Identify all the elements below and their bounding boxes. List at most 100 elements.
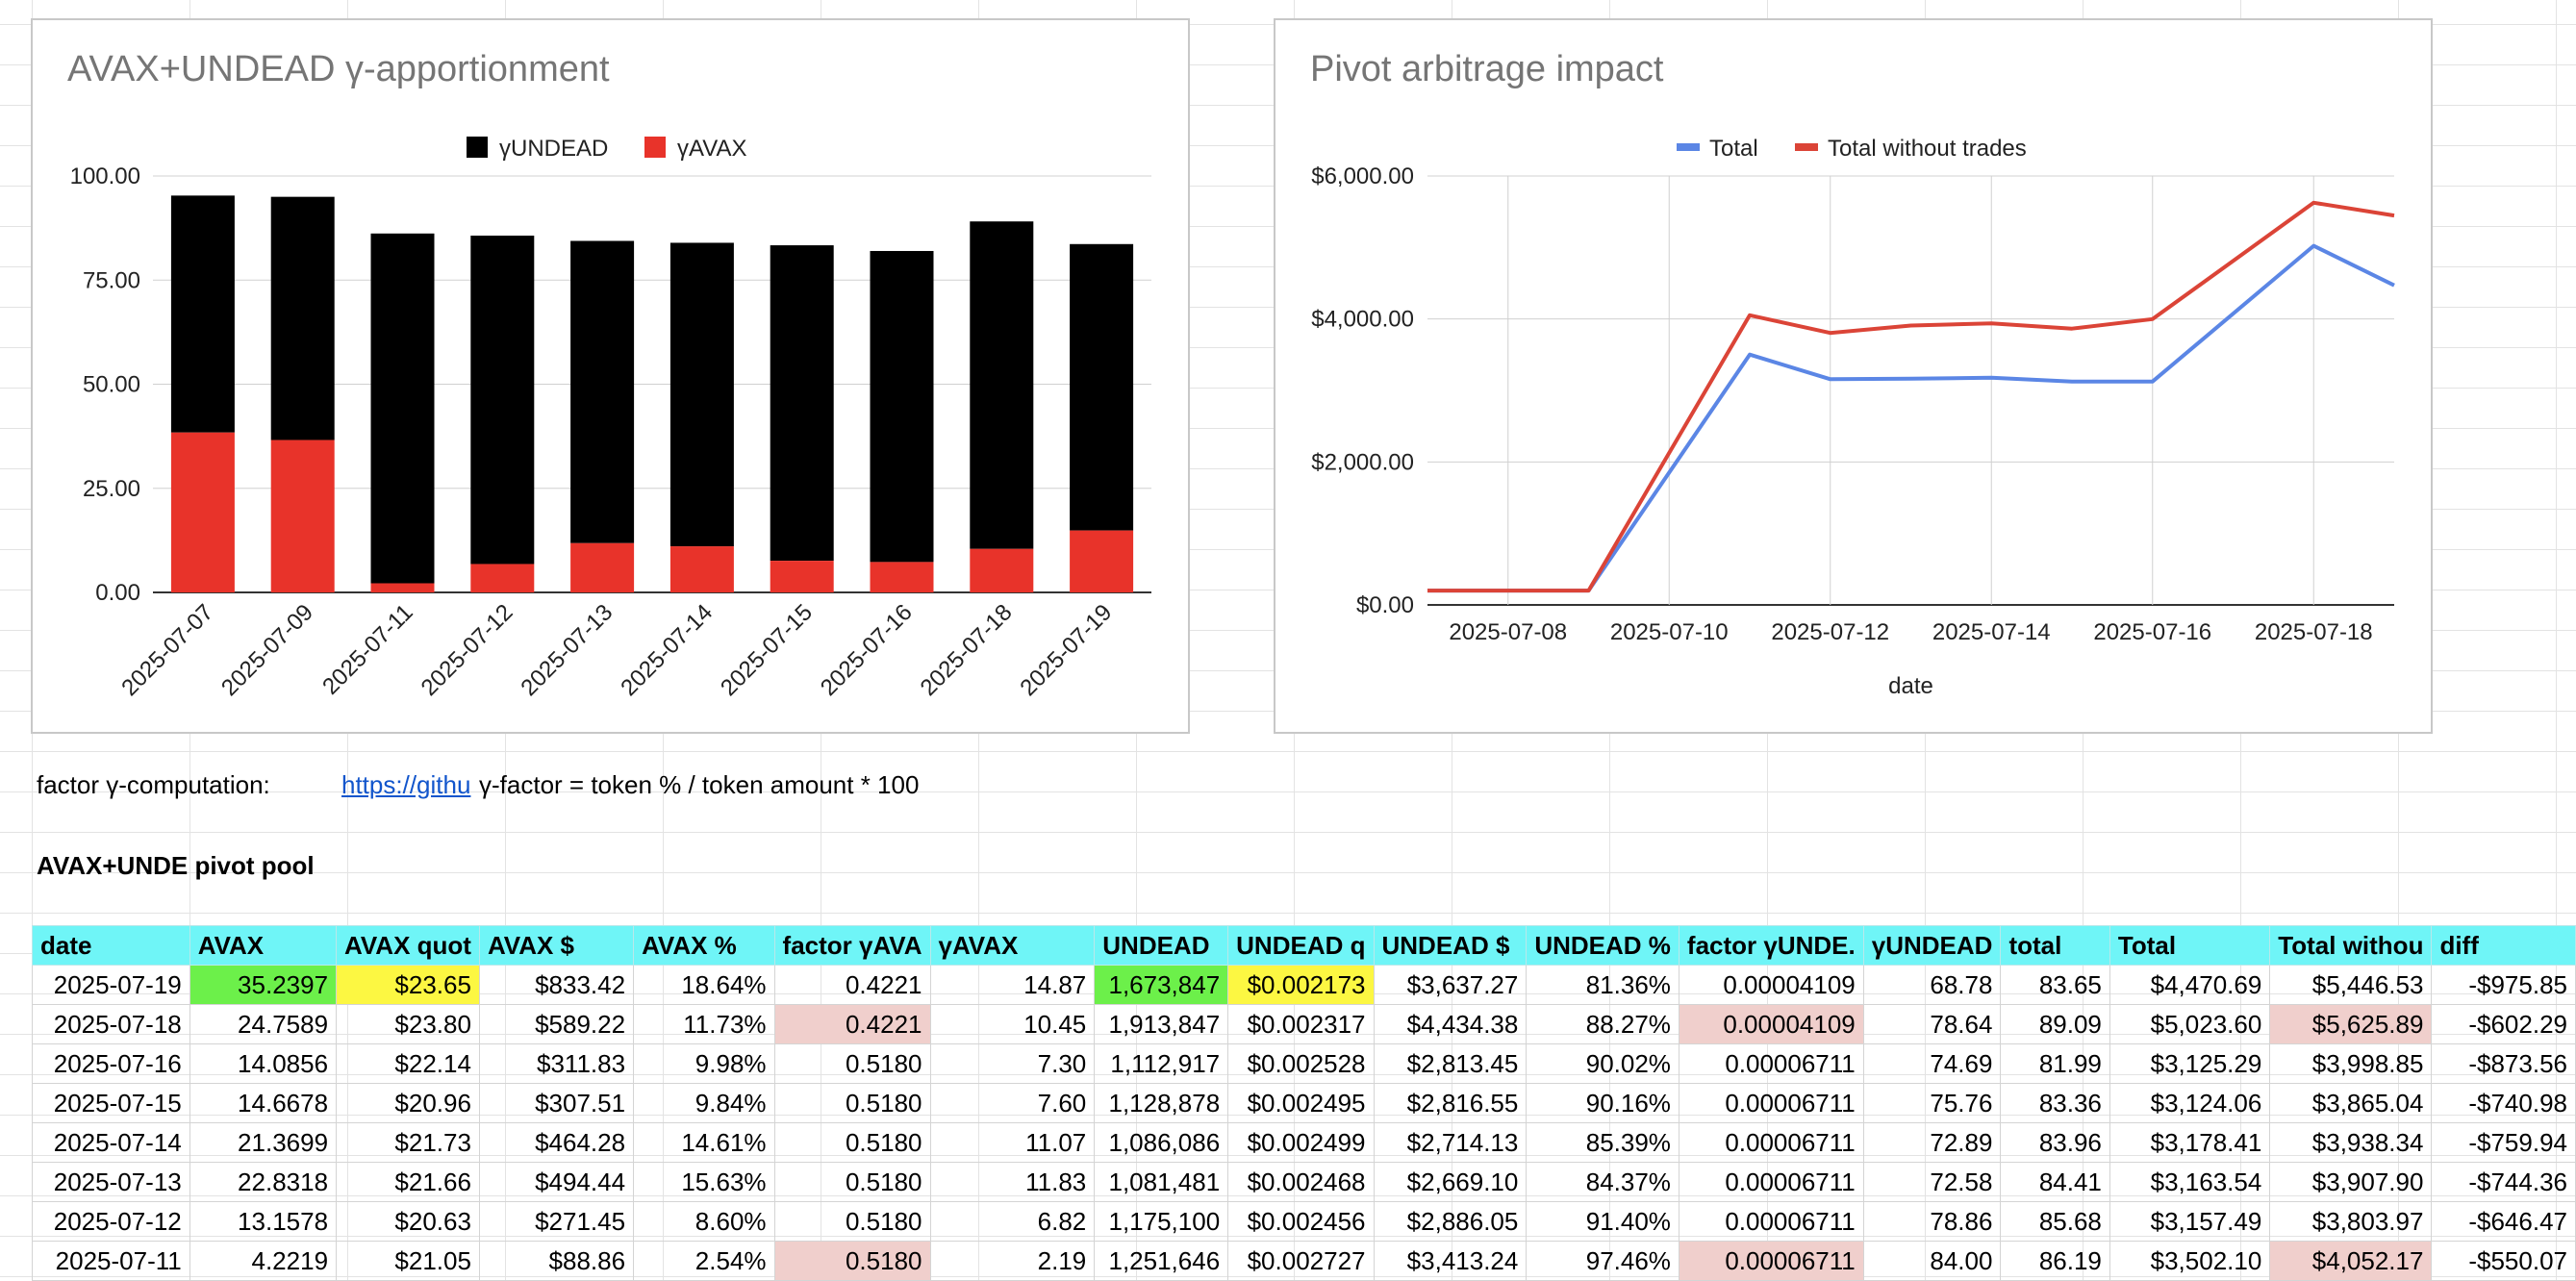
gamma-apportionment-chart[interactable]: AVAX+UNDEAD γ-apportionment γUNDEAD γAVAX… — [31, 18, 1190, 734]
table-cell[interactable]: 2025-07-15 — [32, 1083, 190, 1123]
table-cell[interactable]: 1,081,481 — [1094, 1162, 1229, 1202]
table-cell[interactable]: 1,913,847 — [1094, 1004, 1229, 1044]
table-cell[interactable]: 0.5180 — [773, 1201, 931, 1242]
table-cell[interactable]: 1,128,878 — [1094, 1083, 1229, 1123]
table-cell[interactable]: 22.8318 — [189, 1162, 338, 1202]
table-cell[interactable]: $311.83 — [478, 1043, 635, 1084]
table-cell[interactable]: 14.6678 — [189, 1083, 338, 1123]
table-cell[interactable]: $22.14 — [336, 1043, 480, 1084]
table-cell[interactable]: $20.96 — [336, 1083, 480, 1123]
table-cell[interactable]: 83.36 — [2000, 1083, 2110, 1123]
column-header[interactable]: AVAX % — [633, 925, 775, 966]
table-cell[interactable]: -$759.94 — [2431, 1122, 2576, 1163]
table-cell[interactable]: $4,052.17 — [2269, 1241, 2433, 1281]
table-cell[interactable]: 1,673,847 — [1094, 965, 1229, 1005]
table-cell[interactable]: 84.37% — [1526, 1162, 1679, 1202]
column-header[interactable]: diff — [2431, 925, 2576, 966]
table-cell[interactable]: 8.60% — [633, 1201, 775, 1242]
table-cell[interactable]: $3,125.29 — [2109, 1043, 2271, 1084]
table-cell[interactable]: 0.00004109 — [1678, 965, 1864, 1005]
table-cell[interactable]: 2025-07-19 — [32, 965, 190, 1005]
column-header[interactable]: total — [2000, 925, 2110, 966]
column-header[interactable]: Total withou — [2269, 925, 2433, 966]
table-cell[interactable]: 72.89 — [1862, 1122, 2002, 1163]
table-cell[interactable]: 11.83 — [929, 1162, 1096, 1202]
table-cell[interactable]: 68.78 — [1862, 965, 2002, 1005]
table-cell[interactable]: 88.27% — [1526, 1004, 1679, 1044]
table-cell[interactable]: $0.002727 — [1227, 1241, 1375, 1281]
table-cell[interactable]: $2,886.05 — [1373, 1201, 1528, 1242]
table-cell[interactable]: $3,157.49 — [2109, 1201, 2271, 1242]
table-cell[interactable]: -$975.85 — [2431, 965, 2576, 1005]
column-header[interactable]: AVAX $ — [478, 925, 635, 966]
table-cell[interactable]: 91.40% — [1526, 1201, 1679, 1242]
table-cell[interactable]: 78.64 — [1862, 1004, 2002, 1044]
table-cell[interactable]: -$873.56 — [2431, 1043, 2576, 1084]
table-cell[interactable]: 7.60 — [929, 1083, 1096, 1123]
table-cell[interactable]: $23.80 — [336, 1004, 480, 1044]
table-cell[interactable]: 0.00006711 — [1678, 1122, 1864, 1163]
table-cell[interactable]: 24.7589 — [189, 1004, 338, 1044]
table-cell[interactable]: $3,938.34 — [2269, 1122, 2433, 1163]
column-header[interactable]: Total — [2109, 925, 2271, 966]
table-cell[interactable]: $23.65 — [336, 965, 480, 1005]
table-cell[interactable]: 97.46% — [1526, 1241, 1679, 1281]
table-cell[interactable]: 2.19 — [929, 1241, 1096, 1281]
table-cell[interactable]: 9.84% — [633, 1083, 775, 1123]
table-cell[interactable]: 0.4221 — [773, 1004, 931, 1044]
table-cell[interactable]: $0.002528 — [1227, 1043, 1375, 1084]
table-cell[interactable]: $3,637.27 — [1373, 965, 1528, 1005]
table-cell[interactable]: 89.09 — [2000, 1004, 2110, 1044]
column-header[interactable]: γUNDEAD — [1862, 925, 2002, 966]
table-cell[interactable]: 85.39% — [1526, 1122, 1679, 1163]
column-header[interactable]: UNDEAD % — [1526, 925, 1679, 966]
table-cell[interactable]: 0.00006711 — [1678, 1201, 1864, 1242]
table-cell[interactable]: $589.22 — [478, 1004, 635, 1044]
table-cell[interactable]: 1,251,646 — [1094, 1241, 1229, 1281]
table-cell[interactable]: $3,163.54 — [2109, 1162, 2271, 1202]
table-cell[interactable]: -$740.98 — [2431, 1083, 2576, 1123]
table-cell[interactable]: $3,413.24 — [1373, 1241, 1528, 1281]
table-cell[interactable]: $3,998.85 — [2269, 1043, 2433, 1084]
table-cell[interactable]: 2.54% — [633, 1241, 775, 1281]
table-cell[interactable]: 85.68 — [2000, 1201, 2110, 1242]
table-cell[interactable]: 84.00 — [1862, 1241, 2002, 1281]
table-cell[interactable]: 0.00004109 — [1678, 1004, 1864, 1044]
column-header[interactable]: UNDEAD q — [1227, 925, 1375, 966]
table-cell[interactable]: 6.82 — [929, 1201, 1096, 1242]
table-cell[interactable]: 4.2219 — [189, 1241, 338, 1281]
column-header[interactable]: AVAX — [189, 925, 338, 966]
table-cell[interactable]: $2,816.55 — [1373, 1083, 1528, 1123]
table-cell[interactable]: 9.98% — [633, 1043, 775, 1084]
table-cell[interactable]: 7.30 — [929, 1043, 1096, 1084]
table-cell[interactable]: 18.64% — [633, 965, 775, 1005]
table-cell[interactable]: $271.45 — [478, 1201, 635, 1242]
column-header[interactable]: γAVAX — [929, 925, 1096, 966]
table-cell[interactable]: $2,669.10 — [1373, 1162, 1528, 1202]
table-cell[interactable]: $2,813.45 — [1373, 1043, 1528, 1084]
table-cell[interactable]: 0.5180 — [773, 1083, 931, 1123]
table-cell[interactable]: 2025-07-14 — [32, 1122, 190, 1163]
column-header[interactable]: factor γUNDE. — [1678, 925, 1864, 966]
table-cell[interactable]: 0.5180 — [773, 1122, 931, 1163]
column-header[interactable]: UNDEAD — [1094, 925, 1229, 966]
table-cell[interactable]: 0.5180 — [773, 1043, 931, 1084]
gamma-computation-link[interactable]: https://githu — [341, 770, 471, 799]
column-header[interactable]: date — [32, 925, 190, 966]
table-cell[interactable]: $0.002317 — [1227, 1004, 1375, 1044]
column-header[interactable]: UNDEAD $ — [1373, 925, 1528, 966]
table-cell[interactable]: -$646.47 — [2431, 1201, 2576, 1242]
table-cell[interactable]: 14.0856 — [189, 1043, 338, 1084]
table-cell[interactable]: 2025-07-13 — [32, 1162, 190, 1202]
table-cell[interactable]: $21.66 — [336, 1162, 480, 1202]
table-cell[interactable]: -$602.29 — [2431, 1004, 2576, 1044]
table-cell[interactable]: 90.16% — [1526, 1083, 1679, 1123]
column-header[interactable]: factor γAVA — [773, 925, 931, 966]
table-cell[interactable]: 14.61% — [633, 1122, 775, 1163]
table-cell[interactable]: $20.63 — [336, 1201, 480, 1242]
table-cell[interactable]: $307.51 — [478, 1083, 635, 1123]
table-cell[interactable]: 1,112,917 — [1094, 1043, 1229, 1084]
table-cell[interactable]: $0.002173 — [1227, 965, 1375, 1005]
table-cell[interactable]: 0.00006711 — [1678, 1043, 1864, 1084]
table-cell[interactable]: $88.86 — [478, 1241, 635, 1281]
